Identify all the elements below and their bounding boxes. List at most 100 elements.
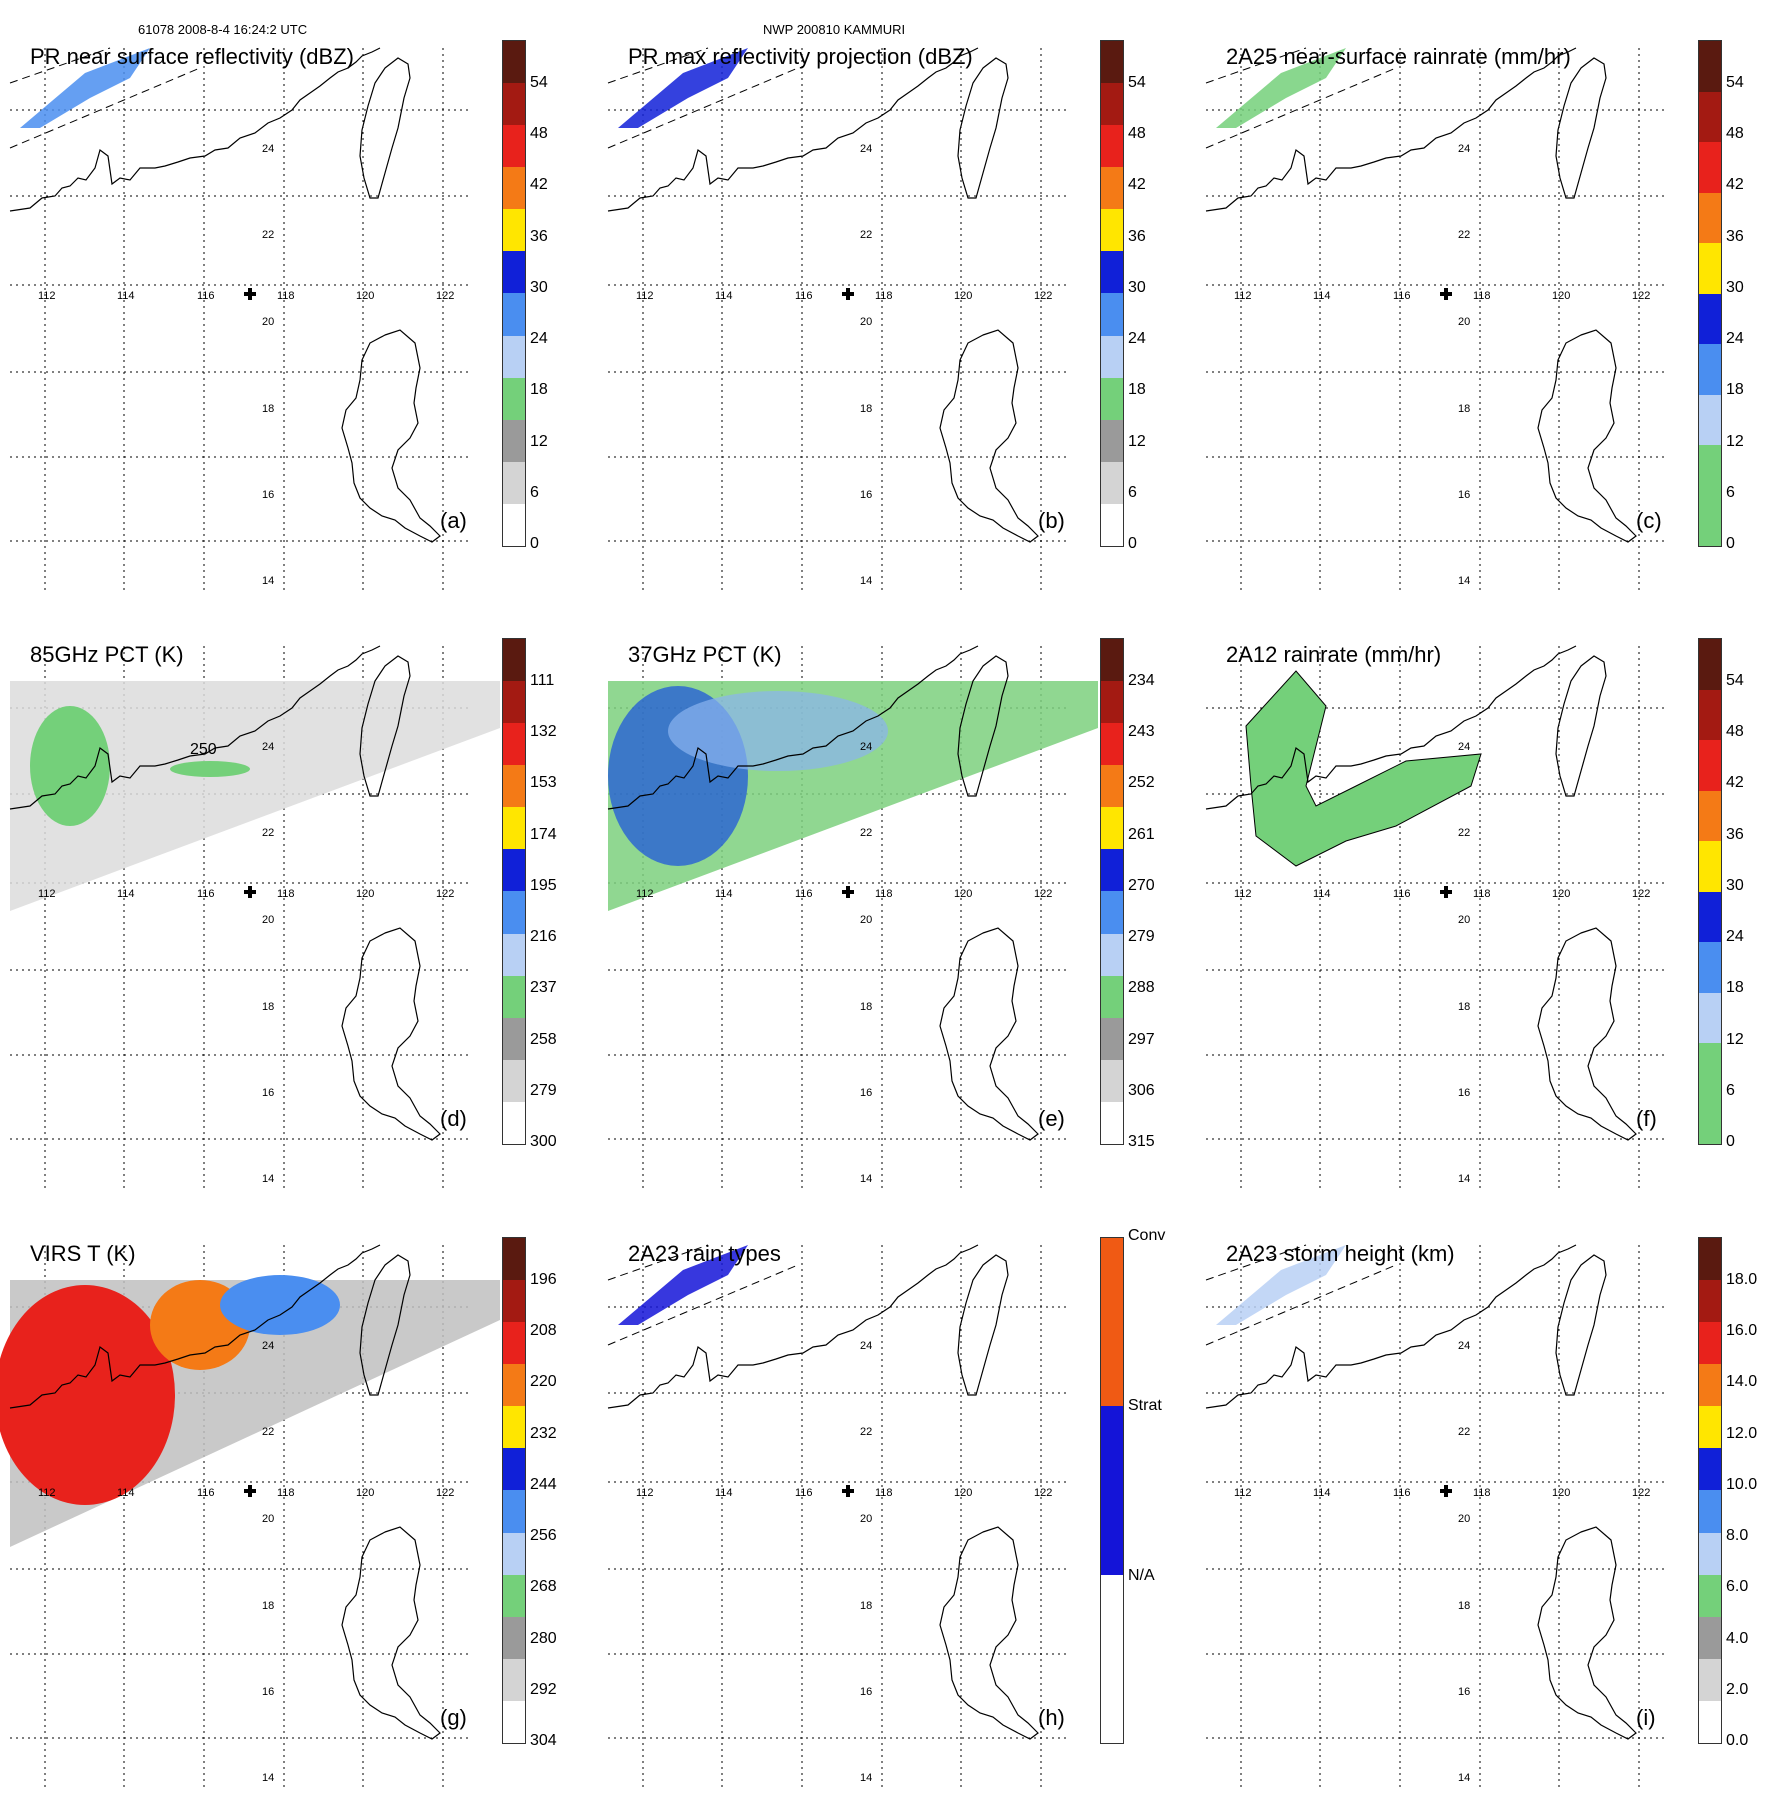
panel-label: (c) [1636,508,1662,533]
colorbar-tick: 30 [1726,278,1744,296]
luzon-coastline [1537,927,1637,1141]
colorbar-segment [1699,142,1721,193]
colorbar-segment [1699,91,1721,142]
pct-region [668,691,888,771]
lon-label: 118 [277,1487,295,1499]
colorbar-tick: 234 [1128,672,1155,689]
colorbar-tick: 279 [530,1081,557,1099]
taiwan-coastline [1555,1254,1607,1396]
lon-label: 116 [1393,290,1411,302]
lon-label: 112 [636,290,654,302]
colorbar-tick: 306 [1128,1081,1155,1099]
lat-label: 24 [1458,1340,1470,1352]
panel-g: 112 114 116 118 120 122 24 22 20 18 16 14 VIRS T (K)… [0,1235,560,1820]
colorbar-tick: 208 [530,1322,557,1340]
colorbar-segment [1101,1574,1123,1743]
colorbar-segment [1101,503,1123,546]
colorbar-segment [503,167,525,210]
lat-label: 14 [262,1772,274,1784]
map-plot: 112 114 116 118 120 122 24 22 20 18 16 14 [607,47,1068,593]
colorbar-tick: 0 [530,535,539,552]
lat-label: 20 [860,316,872,328]
lat-label: 14 [860,575,872,587]
colorbar-segment [503,1658,525,1701]
lat-label: 22 [1458,229,1470,241]
swath-edge [1205,1264,1397,1346]
panel-title: 2A23 rain types [628,1241,781,1266]
swath-edge [1205,1244,1307,1281]
lon-label: 120 [1552,290,1570,302]
lon-label: 116 [1393,888,1411,900]
colorbar-tick: 111 [530,672,555,689]
colorbar-tick: 48 [1726,723,1744,741]
colorbar-tick: 54 [1726,74,1744,91]
lon-label: 114 [117,1487,135,1499]
colorbar-segment [503,1101,525,1144]
colorbar-tick: 220 [530,1373,557,1391]
colorbar-tick: 0 [1726,535,1735,552]
colorbar-segment [503,1532,525,1575]
colorbar-tick: 0.0 [1726,1732,1749,1749]
colorbar-segment [1699,41,1721,92]
lat-label: 18 [860,1600,872,1612]
lat-label: 16 [860,489,872,501]
panel-a: 112 114 116 118 120 122 24 22 20 18 16 14 PR near su… [0,38,560,623]
lat-label: 22 [1458,827,1470,839]
colorbar-segment [1699,1406,1721,1449]
rain-echo [618,1245,748,1325]
lon-label: 118 [875,1487,893,1499]
panel-c: 112 114 116 118 120 122 24 22 20 18 16 14 2A25 near-… [1196,38,1756,623]
colorbar-tick: 18 [530,381,548,399]
colorbar-segment [503,1238,525,1281]
colorbar-tick: 252 [1128,774,1155,792]
lon-label: 122 [436,1487,454,1499]
colorbar-segment [1699,445,1721,496]
lat-label: 22 [262,1426,274,1438]
lon-label: 114 [1313,1487,1331,1499]
china-coastline [1205,1244,1577,1409]
colorbar-tick: 36 [1726,825,1744,843]
colorbar-segment [503,419,525,462]
colorbar-tick: 24 [530,330,548,348]
colorbar-segment [503,723,525,766]
taiwan-coastline [957,57,1009,199]
plus-icon [244,288,256,300]
colorbar-segment [1101,681,1123,724]
lat-label: 16 [262,1087,274,1099]
lat-label: 18 [1458,403,1470,415]
colorbar-segment [1699,1658,1721,1701]
colorbar-tick: 6 [530,483,539,501]
colorbar-tick: Strat [1128,1397,1162,1414]
colorbar-tick: 12 [1726,432,1744,450]
colorbar-tick: 196 [530,1271,557,1288]
lat-label: 14 [1458,1173,1470,1185]
swath-field [10,681,500,911]
panel-label: (d) [440,1106,467,1131]
lon-label: 122 [1034,290,1052,302]
taiwan-coastline [359,655,411,797]
swath-edge [607,1264,799,1346]
lon-label: 112 [1234,1487,1252,1499]
lon-label: 112 [636,888,654,900]
colorbar-tick: 8.0 [1726,1527,1749,1545]
lon-label: 118 [875,888,893,900]
taiwan-coastline [957,1254,1009,1396]
colorbar-segment [1699,740,1721,791]
colorbar-segment [1699,891,1721,942]
lat-label: 22 [262,827,274,839]
lon-label: 122 [436,888,454,900]
colorbar-segment [503,1017,525,1060]
colorbar-segment [1699,293,1721,344]
lat-label: 14 [860,1173,872,1185]
colorbar-tick: 18 [1128,381,1146,399]
colorbar [1100,40,1124,547]
colorbar-tick: 36 [530,227,548,245]
colorbar-segment [503,1616,525,1659]
rain-echo [20,48,150,128]
rain-echo [1216,48,1346,128]
colorbar-tick: 0 [1726,1133,1735,1150]
lat-label: 14 [860,1772,872,1784]
colorbar-segment [503,335,525,378]
colorbar-segment [1699,841,1721,892]
plus-icon [1440,1485,1452,1497]
